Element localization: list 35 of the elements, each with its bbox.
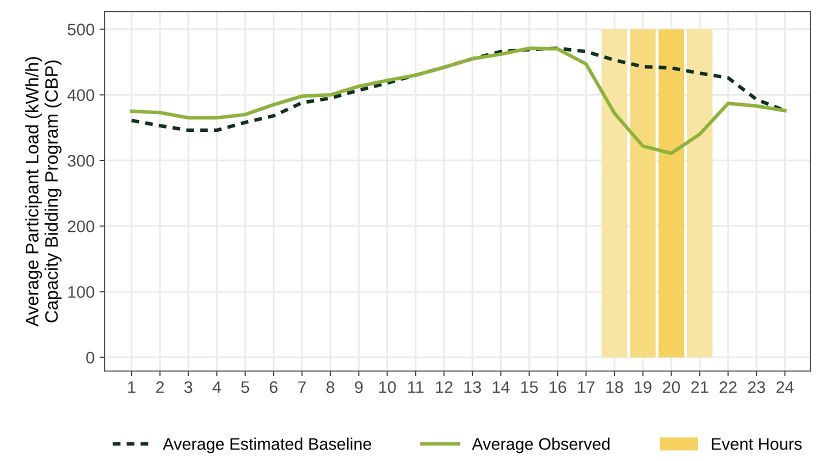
y-tick-label: 500 bbox=[68, 24, 94, 36]
legend-label: Average Estimated Baseline bbox=[162, 438, 372, 454]
x-tick-label: 23 bbox=[748, 381, 766, 394]
y-tick-label: 200 bbox=[68, 220, 94, 232]
x-tick-label: 1 bbox=[128, 381, 136, 393]
legend-label: Event Hours bbox=[712, 438, 802, 450]
x-tick-label: 2 bbox=[156, 381, 164, 393]
x-tick-label: 13 bbox=[464, 381, 481, 394]
x-tick-label: 19 bbox=[634, 381, 652, 394]
x-tick-label: 10 bbox=[379, 381, 396, 394]
x-tick-label: 21 bbox=[691, 381, 708, 393]
x-tick-label: 22 bbox=[720, 381, 737, 393]
x-tick-label: 3 bbox=[184, 381, 192, 394]
x-tick-label: 4 bbox=[212, 381, 221, 393]
y-tick-label: 100 bbox=[68, 286, 94, 298]
y-axis-title: Average Participant Load (kWh/h) Capacity Bidding Program (CBP) bbox=[25, 57, 62, 327]
x-tick-label: 11 bbox=[408, 381, 424, 393]
y-tick-label: 300 bbox=[68, 154, 94, 167]
x-tick-label: 12 bbox=[436, 381, 452, 393]
x-tick-label: 18 bbox=[606, 381, 624, 394]
x-tick-label: 6 bbox=[270, 381, 278, 394]
legend-label: Average Observed bbox=[472, 438, 610, 454]
x-tick-label: 24 bbox=[776, 381, 794, 393]
x-tick-label: 20 bbox=[662, 381, 680, 394]
x-tick-label: 7 bbox=[298, 381, 306, 393]
x-tick-label: 5 bbox=[241, 381, 250, 394]
x-tick-label: 16 bbox=[550, 381, 566, 394]
x-tick-label: 17 bbox=[578, 381, 594, 393]
x-tick-label: 8 bbox=[326, 381, 334, 394]
x-tick-label: 15 bbox=[521, 381, 538, 394]
x-tick-label: 9 bbox=[354, 381, 363, 394]
y-tick-label: 0 bbox=[86, 352, 94, 364]
y-tick-label: 400 bbox=[67, 89, 94, 102]
line-series bbox=[130, 46, 787, 155]
x-tick-label: 14 bbox=[492, 381, 510, 393]
